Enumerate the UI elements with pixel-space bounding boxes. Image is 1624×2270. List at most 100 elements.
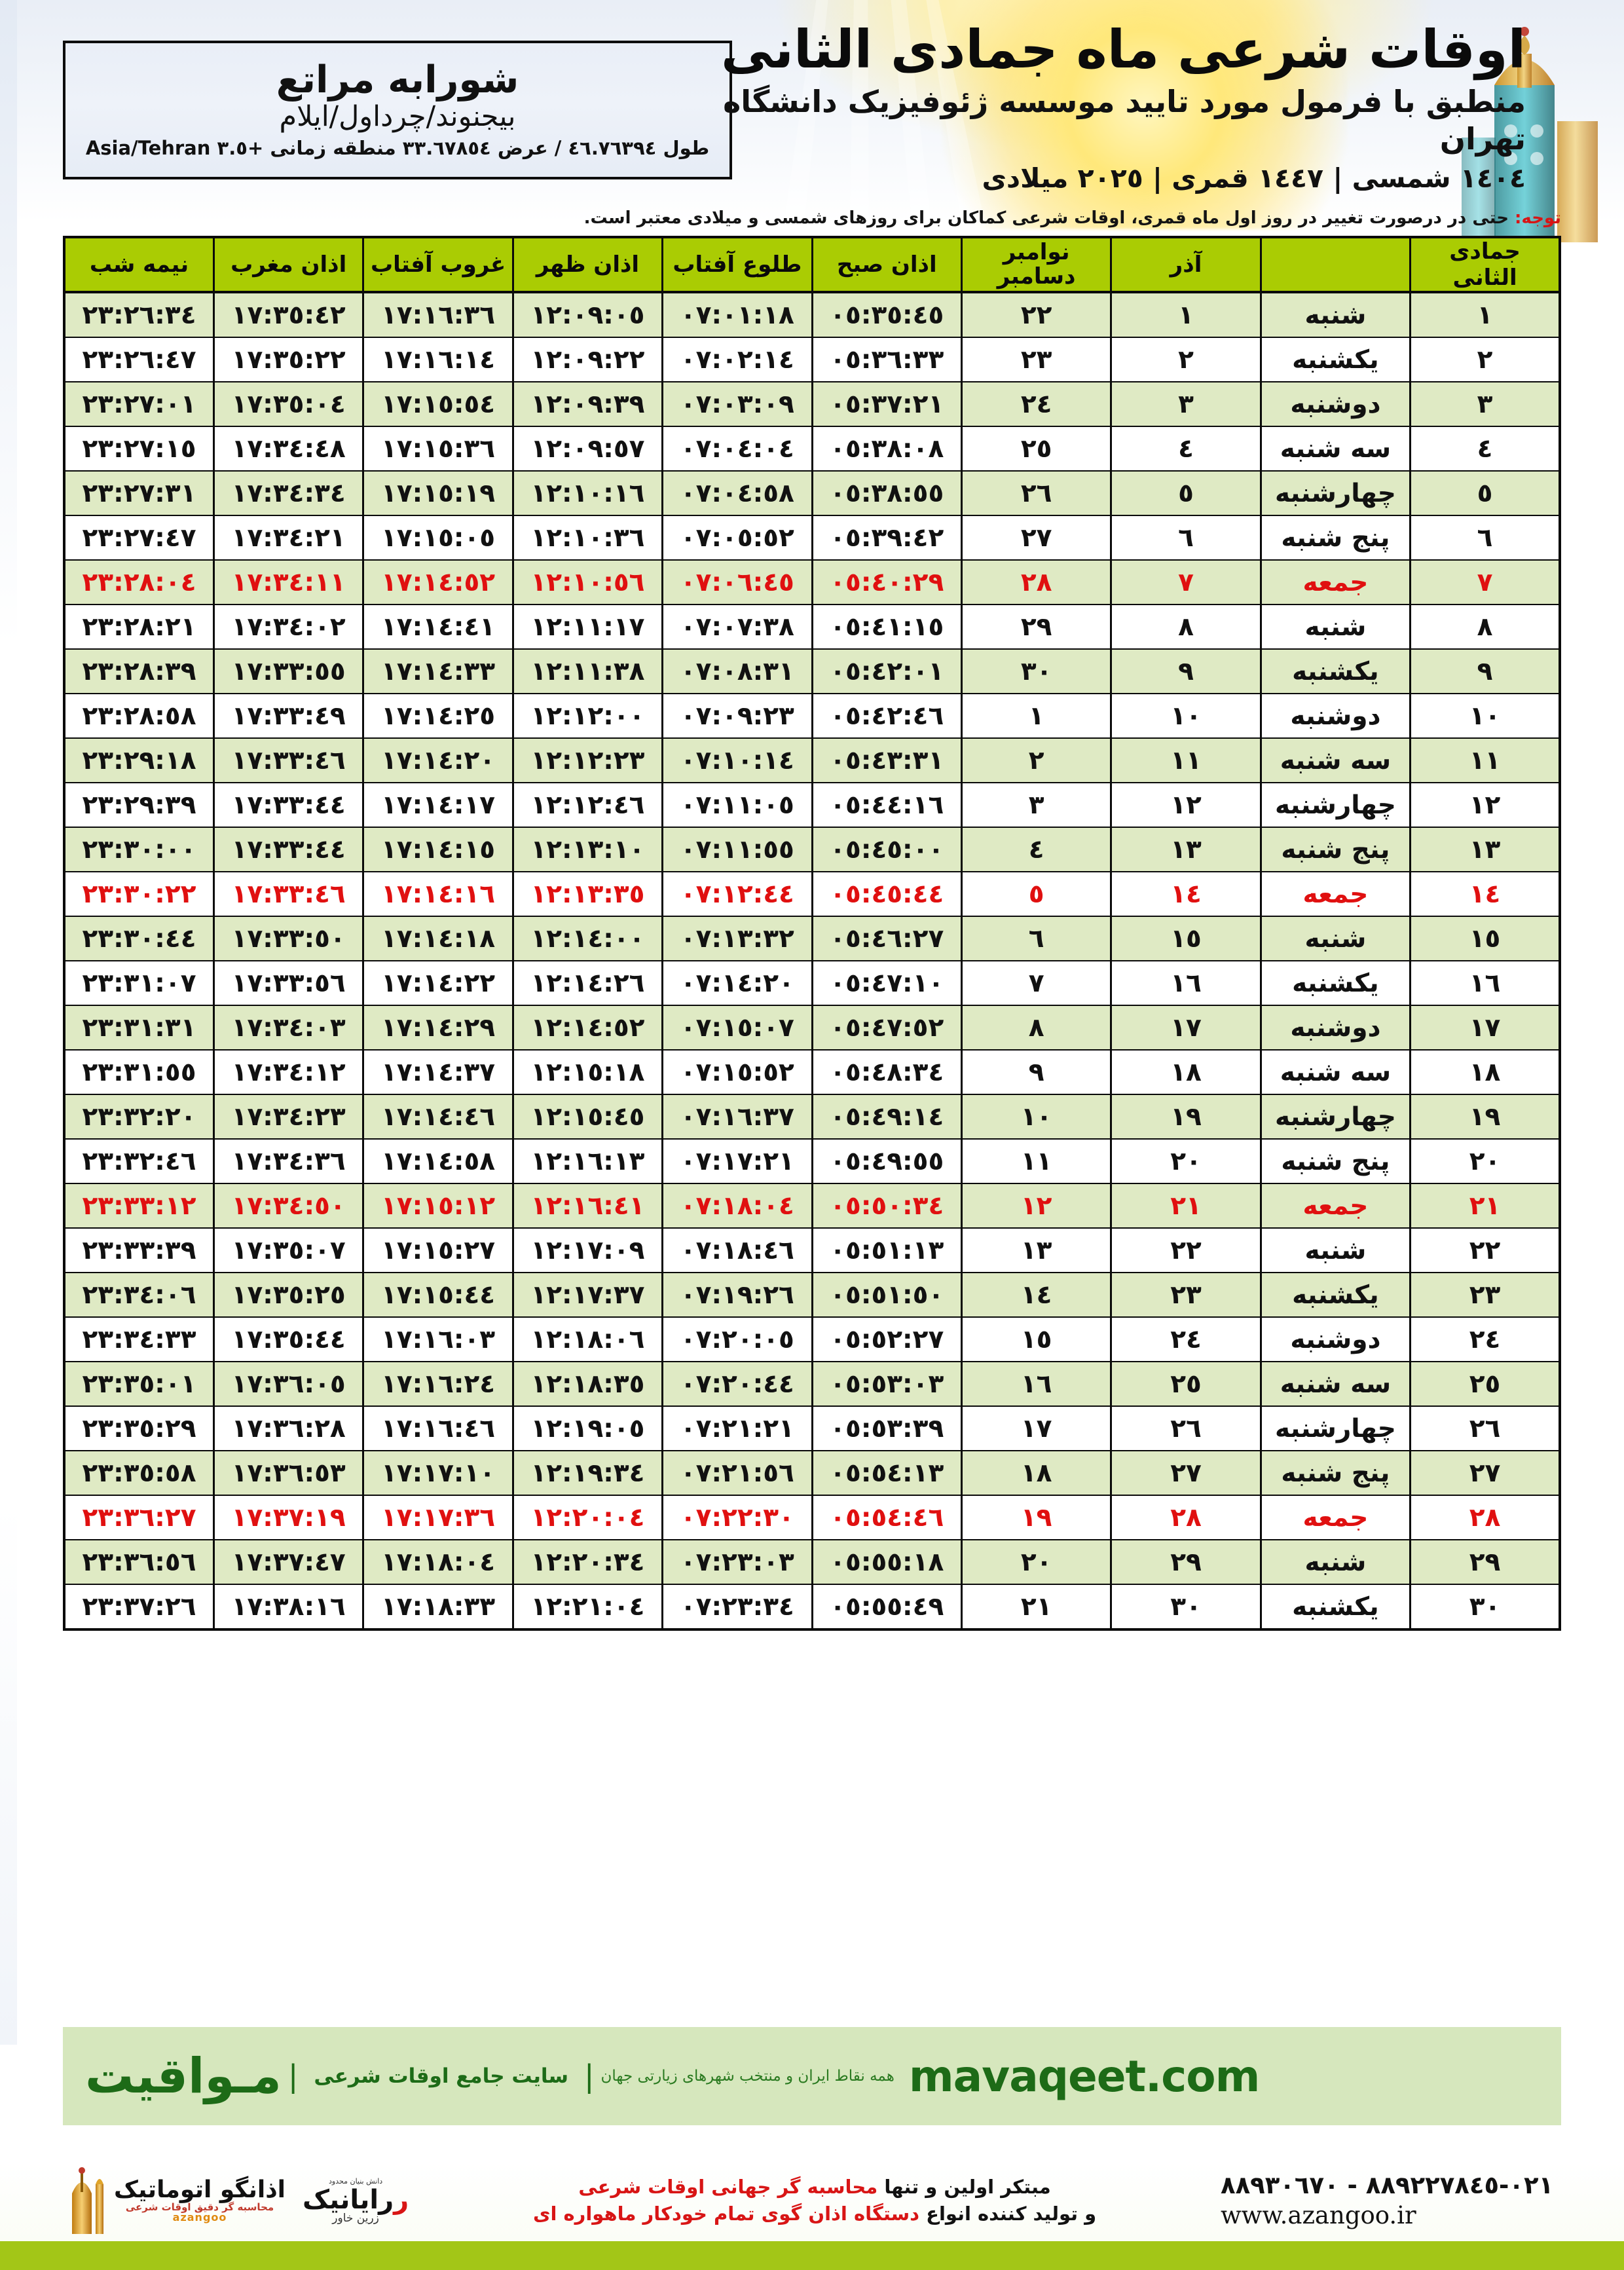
slogan-block: مبتکر اولین و تنها محاسبه گر جهانی اوقات…: [409, 2174, 1221, 2227]
cell-hijri-day: ١١: [1409, 738, 1560, 783]
cell-sunrise: ٠٧:٠٢:١٤: [661, 337, 813, 382]
website-url[interactable]: www.azangoo.ir: [1221, 2201, 1416, 2229]
cell-gregorian-day: ٤: [960, 827, 1111, 872]
cell-midnight: ٢٣:٣٦:٥٦: [64, 1540, 214, 1585]
cell-maghrib: ١٧:٣٣:٤٤: [212, 783, 363, 828]
cell-dhuhr: ١٢:١٥:١٨: [511, 1050, 663, 1095]
cell-midnight: ٢٣:٣٠:٠٠: [64, 827, 214, 872]
cell-azar-day: ٢١: [1110, 1183, 1261, 1229]
cell-maghrib: ١٧:٣٤:٥٠: [212, 1183, 363, 1229]
cell-hijri-day: ٢١: [1409, 1183, 1560, 1229]
cell-azar-day: ١٢: [1110, 783, 1261, 828]
col-header-hijri-day: جمادی الثانی: [1409, 237, 1560, 293]
cell-sunrise: ٠٧:١١:٥٥: [661, 827, 813, 872]
cell-sunrise: ٠٧:٠٩:٢٣: [661, 694, 813, 739]
cell-fajr: ٠٥:٣٨:٠٨: [811, 426, 962, 472]
cell-hijri-day: ٥: [1409, 471, 1560, 516]
cell-sunset: ١٧:١٥:٤٤: [362, 1273, 513, 1318]
cell-hijri-day: ١٨: [1409, 1050, 1560, 1095]
cell-weekday: سه شنبه: [1259, 1362, 1411, 1407]
rayanik-logo: دانش بنیان محدود ررایانیک زرین خاور: [303, 2178, 409, 2224]
note-label: توجه:: [1515, 208, 1561, 228]
cell-dhuhr: ١٢:١٨:٣٥: [511, 1362, 663, 1407]
cell-gregorian-day: ١٢: [960, 1183, 1111, 1229]
cell-maghrib: ١٧:٣٤:١١: [212, 560, 363, 605]
page-header: شورابه مراتع بیجنوند/چرداول/ایلام طول ٤٦…: [0, 0, 1624, 196]
cell-dhuhr: ١٢:٢٠:٠٤: [511, 1495, 663, 1540]
cell-azar-day: ٢٣: [1110, 1273, 1261, 1318]
cell-gregorian-day: ٢١: [960, 1584, 1111, 1630]
cell-sunrise: ٠٧:٠٧:٣٨: [661, 605, 813, 650]
cell-sunrise: ٠٧:٠٤:٥٨: [661, 471, 813, 516]
cell-sunrise: ٠٧:١٧:٢١: [661, 1139, 813, 1184]
cell-maghrib: ١٧:٣٧:٤٧: [212, 1540, 363, 1585]
cell-azar-day: ١٠: [1110, 694, 1261, 739]
cell-azar-day: ٢٠: [1110, 1139, 1261, 1184]
title-block: اوقات شرعی ماه جمادی الثانی منطبق با فرم…: [674, 19, 1526, 195]
table-head: جمادی الثانی آذر نوامبر دسامبر اذان صبح ط…: [64, 237, 1560, 293]
cell-azar-day: ٢٢: [1110, 1228, 1261, 1273]
cell-hijri-day: ٢٠: [1409, 1139, 1560, 1184]
cell-midnight: ٢٣:٣٥:٥٨: [64, 1451, 214, 1496]
table-row: ٥ چهارشنبه ٥ ٢٦ ٠٥:٣٨:٥٥ ٠٧:٠٤:٥٨ ١٢:١٠:١٦ ١٧:١…: [64, 471, 1560, 516]
cell-hijri-day: ٢٤: [1409, 1317, 1560, 1362]
cell-sunrise: ٠٧:١٤:٢٠: [661, 961, 813, 1006]
table-row: ٢٨ جمعه ٢٨ ١٩ ٠٥:٥٤:٤٦ ٠٧:٢٢:٣٠ ١٢:٢٠:٠٤ ١٧:١٧:…: [64, 1495, 1560, 1540]
cell-weekday: جمعه: [1259, 1495, 1411, 1540]
cell-weekday: جمعه: [1259, 560, 1411, 605]
cell-azar-day: ١٤: [1110, 872, 1261, 917]
promo-tagline: سایت جامع اوقات شرعی: [314, 2064, 568, 2088]
rayanik-name-text: رایانیک: [303, 2184, 394, 2215]
table-row: ١٣ پنج شنبه ١٣ ٤ ٠٥:٤٥:٠٠ ٠٧:١١:٥٥ ١٢:١٣:١٠ ١٧:…: [64, 827, 1560, 872]
promo-brand-name: مـواقیت: [85, 2048, 282, 2104]
cell-maghrib: ١٧:٣٤:٢١: [212, 515, 363, 561]
cell-fajr: ٠٥:٤٩:٥٥: [811, 1139, 962, 1184]
cell-sunrise: ٠٧:٠٤:٠٤: [661, 426, 813, 472]
table-row: ٣٠ یکشنبه ٣٠ ٢١ ٠٥:٥٥:٤٩ ٠٧:٢٣:٣٤ ١٢:٢١:٠٤ ١٧:١…: [64, 1584, 1560, 1630]
cell-gregorian-day: ١٠: [960, 1094, 1111, 1140]
slogan-2-plain: و تولید کننده انواع: [919, 2203, 1097, 2225]
cell-sunrise: ٠٧:٠٨:٣١: [661, 649, 813, 694]
promo-tagline-2: همه نقاط ایران و منتخب شهرهای زیارتی جها…: [600, 2068, 895, 2085]
cell-sunset: ١٧:١٤:٣٣: [362, 649, 513, 694]
cell-sunset: ١٧:١٦:٠٣: [362, 1317, 513, 1362]
cell-gregorian-day: ٨: [960, 1005, 1111, 1051]
cell-midnight: ٢٣:٣٥:٠١: [64, 1362, 214, 1407]
cell-weekday: شنبه: [1259, 1228, 1411, 1273]
cell-weekday: شنبه: [1259, 292, 1411, 338]
cell-midnight: ٢٣:٢٧:١٥: [64, 426, 214, 472]
cell-gregorian-day: ١٥: [960, 1317, 1111, 1362]
slogan-1-plain: مبتکر اولین و تنها: [877, 2176, 1051, 2199]
mosque-minaret-icon: [1462, 27, 1598, 242]
cell-maghrib: ١٧:٣٣:٥٠: [212, 916, 363, 961]
cell-sunset: ١٧:١٤:٥٨: [362, 1139, 513, 1184]
cell-fajr: ٠٥:٤٦:٢٧: [811, 916, 962, 961]
cell-hijri-day: ١٧: [1409, 1005, 1560, 1051]
cell-fajr: ٠٥:٤٣:٣١: [811, 738, 962, 783]
cell-weekday: چهارشنبه: [1259, 1406, 1411, 1451]
cell-maghrib: ١٧:٣٥:٢٢: [212, 337, 363, 382]
col-header-dhuhr: اذان ظهر: [511, 237, 663, 293]
promo-domain[interactable]: mavaqeet.com: [908, 2051, 1260, 2102]
cell-gregorian-day: ١٧: [960, 1406, 1111, 1451]
cell-sunrise: ٠٧:٠٣:٠٩: [661, 382, 813, 427]
cell-weekday: پنج شنبه: [1259, 827, 1411, 872]
cell-weekday: جمعه: [1259, 872, 1411, 917]
cell-fajr: ٠٥:٥٥:١٨: [811, 1540, 962, 1585]
cell-hijri-day: ١٢: [1409, 783, 1560, 828]
location-info-box: شورابه مراتع بیجنوند/چرداول/ایلام طول ٤٦…: [63, 41, 732, 179]
light-rays-icon: [781, 0, 989, 242]
cell-azar-day: ١٧: [1110, 1005, 1261, 1051]
cell-gregorian-day: ٢٦: [960, 471, 1111, 516]
cell-dhuhr: ١٢:١٨:٠٦: [511, 1317, 663, 1362]
cell-dhuhr: ١٢:١٧:٠٩: [511, 1228, 663, 1273]
cell-dhuhr: ١٢:٠٩:٥٧: [511, 426, 663, 472]
cell-fajr: ٠٥:٣٥:٤٥: [811, 292, 962, 338]
cell-fajr: ٠٥:٥٢:٢٧: [811, 1317, 962, 1362]
cell-hijri-day: ١: [1409, 292, 1560, 338]
location-coordinates: طول ٤٦.٧٦٣٩٤ / عرض ٣٣.٦٧٨٥٤ منطقه زمانی …: [85, 136, 710, 159]
cell-sunrise: ٠٧:٢٣:٣٤: [661, 1584, 813, 1630]
col-header-azar: آذر: [1110, 237, 1261, 293]
slogan-line-1: مبتکر اولین و تنها محاسبه گر جهانی اوقات…: [424, 2174, 1205, 2201]
cell-azar-day: ٣: [1110, 382, 1261, 427]
